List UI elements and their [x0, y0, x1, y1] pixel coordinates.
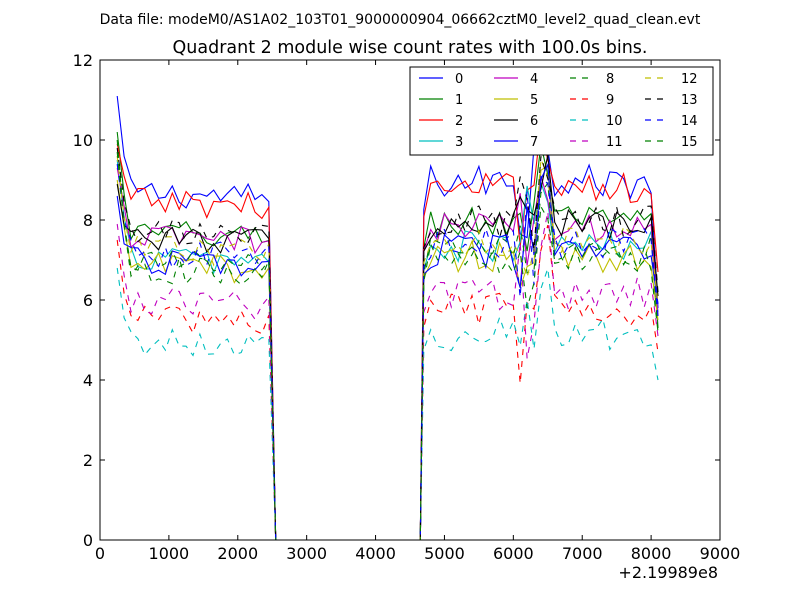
series-line-6: [116, 155, 659, 540]
series-line-13: [116, 147, 659, 540]
series-line-4: [116, 167, 659, 540]
data-file-header: Data file: modeM0/AS1A02_103T01_90000009…: [100, 12, 701, 28]
y-tick-label: 4: [83, 371, 93, 390]
legend-label-6: 6: [530, 114, 538, 129]
x-tick-label: 2000: [217, 544, 258, 563]
legend-label-5: 5: [530, 93, 538, 108]
series-line-12: [116, 155, 659, 540]
legend-box: [409, 66, 714, 156]
series-line-0: [116, 95, 659, 540]
legend-label-13: 13: [681, 93, 698, 108]
y-tick-label: 0: [83, 531, 93, 550]
series-line-8: [116, 139, 659, 540]
x-tick-label: 7000: [562, 544, 603, 563]
legend-label-4: 4: [530, 72, 538, 87]
legend-label-12: 12: [681, 72, 698, 87]
legend-label-11: 11: [606, 135, 623, 150]
legend-label-1: 1: [455, 93, 463, 108]
legend-label-7: 7: [530, 135, 538, 150]
series-line-5: [116, 164, 659, 540]
legend-label-2: 2: [455, 114, 463, 129]
series-line-7: [116, 162, 659, 540]
y-tick-label: 6: [83, 291, 93, 310]
x-tick-label: 9000: [700, 544, 741, 563]
series-layer: [116, 95, 659, 540]
series-line-11: [116, 211, 659, 540]
x-tick-label: 6000: [493, 544, 534, 563]
legend-label-3: 3: [455, 135, 463, 150]
legend-label-14: 14: [681, 114, 698, 129]
x-tick-label: 0: [95, 544, 105, 563]
y-tick-label: 2: [83, 451, 93, 470]
y-tick-label: 12: [73, 51, 93, 70]
legend-label-0: 0: [455, 72, 463, 87]
series-line-9: [116, 225, 659, 540]
series-line-15: [116, 151, 659, 540]
series-line-2: [116, 125, 659, 540]
legend-label-10: 10: [606, 114, 623, 129]
series-line-14: [116, 163, 659, 540]
x-offset-label: +2.19989e8: [618, 563, 718, 582]
legend-label-9: 9: [606, 93, 614, 108]
chart-title: Quadrant 2 module wise count rates with …: [173, 38, 648, 58]
series-line-1: [116, 131, 659, 540]
legend-label-15: 15: [681, 135, 698, 150]
x-tick-label: 8000: [631, 544, 672, 563]
y-tick-label: 8: [83, 211, 93, 230]
x-tick-label: 1000: [149, 544, 190, 563]
axes-layer: 0 1000 2000 3000 4000 5000 6000 7000 8000 9000 0 2 4…: [73, 51, 741, 563]
legend-label-8: 8: [606, 72, 614, 87]
series-line-3: [116, 159, 659, 540]
x-tick-label: 4000: [355, 544, 396, 563]
series-line-10: [116, 267, 659, 540]
y-tick-label: 10: [73, 131, 93, 150]
x-tick-label: 3000: [286, 544, 327, 563]
x-tick-label: 5000: [424, 544, 465, 563]
